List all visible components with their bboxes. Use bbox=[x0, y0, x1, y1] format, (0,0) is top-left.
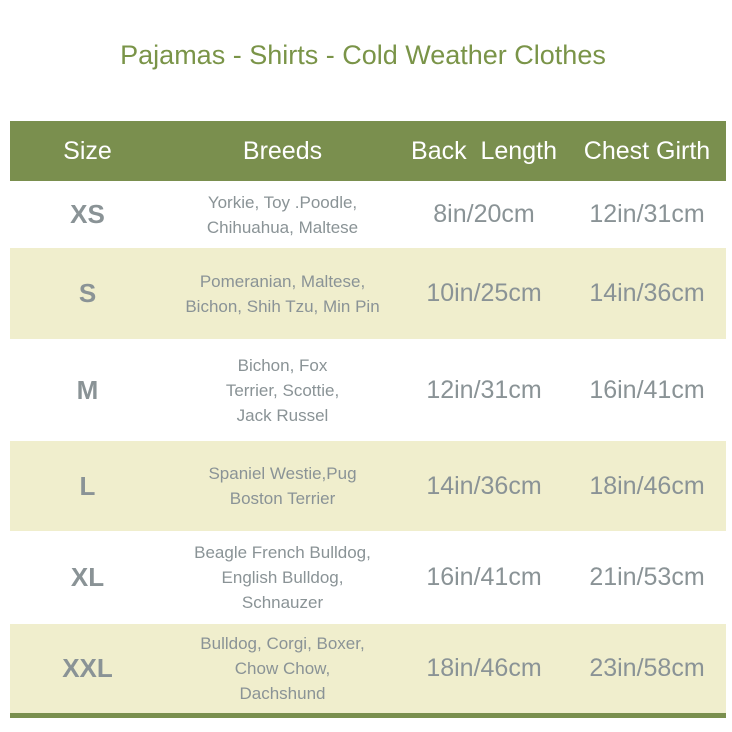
breeds-line: Terrier, Scottie, bbox=[225, 380, 340, 400]
breeds-line: Chow Chow, bbox=[234, 658, 331, 678]
back-length-cell: 16in/41cm bbox=[426, 563, 542, 591]
breeds-line: Pomeranian, Maltese, bbox=[199, 271, 366, 291]
chest-girth-cell: 12in/31cm bbox=[589, 200, 705, 228]
back-length-cell: 14in/36cm bbox=[400, 441, 568, 531]
breeds-line: Spaniel Westie,Pug bbox=[208, 464, 357, 483]
size-chart-table: Size Breeds Back Length Chest Girth XS Yo… bbox=[10, 121, 726, 718]
breeds-cell: Yorkie, Toy .Poodle, Chihuahua, Maltese bbox=[165, 181, 400, 248]
size-cell: XL bbox=[70, 562, 105, 592]
header-chest-girth: Chest Girth bbox=[568, 121, 726, 181]
back-length-cell: 12in/31cm bbox=[426, 375, 542, 404]
breeds-line: Yorkie, Toy .Poodle, bbox=[207, 192, 358, 212]
breeds-cell: Bulldog, Corgi, Boxer, Chow Chow, Dachshun… bbox=[165, 624, 400, 715]
breeds-line: Bulldog, Corgi, Boxer, bbox=[200, 633, 365, 653]
breeds-line: Jack Russel bbox=[236, 405, 329, 425]
breeds-line: Bichon, Fox bbox=[237, 355, 328, 375]
breeds-line: Chihuahua, Maltese bbox=[206, 217, 359, 237]
breeds-line: English Bulldog, bbox=[221, 568, 344, 587]
size-cell: S bbox=[10, 248, 165, 339]
back-length-cell: 10in/25cm bbox=[400, 248, 568, 339]
header-row: Size Breeds Back Length Chest Girth bbox=[10, 121, 726, 181]
chest-girth-cell: 23in/58cm bbox=[568, 624, 726, 715]
size-cell: XXL bbox=[10, 624, 165, 715]
table-row: S Pomeranian, Maltese, Bichon, Shih Tzu, M… bbox=[10, 248, 726, 339]
table-row: L Spaniel Westie,Pug Boston Terrier 14in/36… bbox=[10, 441, 726, 531]
breeds-cell: Bichon, Fox Terrier, Scottie, Jack Russel bbox=[165, 339, 400, 441]
breeds-line: Beagle French Bulldog, bbox=[194, 543, 371, 562]
size-cell: L bbox=[10, 441, 165, 531]
header-size: Size bbox=[10, 121, 165, 181]
table-row: XS Yorkie, Toy .Poodle, Chihuahua, Maltese… bbox=[10, 181, 726, 248]
breeds-cell: Spaniel Westie,Pug Boston Terrier bbox=[165, 441, 400, 531]
back-length-cell: 8in/20cm bbox=[433, 200, 535, 228]
table-row: XXL Bulldog, Corgi, Boxer, Chow Chow, Dachs… bbox=[10, 624, 726, 715]
size-cell: XS bbox=[70, 199, 105, 229]
breeds-line: Boston Terrier bbox=[229, 489, 336, 508]
chest-girth-cell: 18in/46cm bbox=[568, 441, 726, 531]
header-back-length: Back Length bbox=[400, 121, 568, 181]
chest-girth-cell: 14in/36cm bbox=[568, 248, 726, 339]
table-row: M Bichon, Fox Terrier, Scottie, Jack Russel… bbox=[10, 339, 726, 441]
breeds-line: Schnauzer bbox=[241, 593, 324, 612]
table-row: XL Beagle French Bulldog, English Bulldog,… bbox=[10, 531, 726, 624]
back-length-cell: 18in/46cm bbox=[400, 624, 568, 715]
page-title: Pajamas - Shirts - Cold Weather Clothes bbox=[120, 40, 606, 70]
chest-girth-cell: 21in/53cm bbox=[589, 563, 705, 591]
header-breeds: Breeds bbox=[165, 121, 400, 181]
breeds-cell: Pomeranian, Maltese, Bichon, Shih Tzu, Mi… bbox=[165, 248, 400, 339]
breeds-line: Bichon, Shih Tzu, Min Pin bbox=[185, 296, 380, 316]
size-cell: M bbox=[76, 374, 99, 405]
chest-girth-cell: 16in/41cm bbox=[589, 375, 705, 404]
breeds-cell: Beagle French Bulldog, English Bulldog, Sc… bbox=[165, 531, 400, 624]
breeds-line: Dachshund bbox=[239, 683, 326, 703]
